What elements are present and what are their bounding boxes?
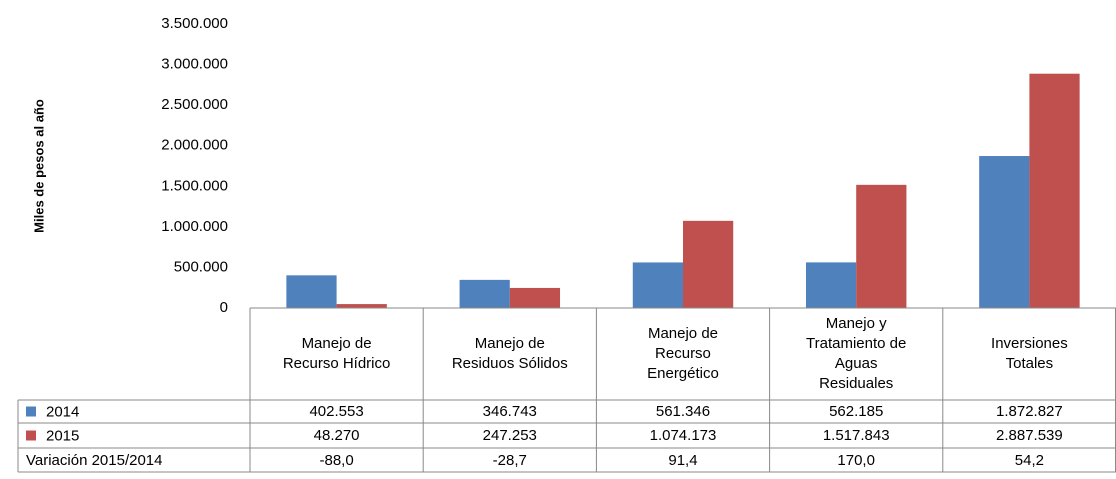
category-label-text: Manejo y Tratamiento de Aguas Residuales [806,315,907,392]
category-label-text: Manejo de Recurso Energético [647,325,719,382]
y-tick-label: 0 [220,299,228,316]
y-tick-label: 3.000.000 [161,56,228,73]
table-value-text: 1.074.173 [649,427,717,444]
table-value: -28,7 [423,448,596,472]
category-label-text: Manejo de Residuos Sólidos [451,335,568,372]
y-tick-label: 1.500.000 [161,177,228,194]
table-value-text: 1.517.843 [822,427,890,444]
table-value: 402.553 [250,400,423,423]
bar [856,184,907,308]
category-label: Inversiones Totales [943,308,1116,400]
table-value-text: 402.553 [309,403,364,420]
row-label: Variación 2015/2014 [26,452,163,469]
table-value: 1.074.173 [596,423,769,448]
bar [979,156,1030,308]
y-tick-label: 3.500.000 [161,15,228,32]
table-value-text: 48.270 [313,427,360,444]
table-value: 562.185 [770,400,943,423]
bar [805,262,857,308]
table-value: 1.517.843 [770,423,943,448]
bar [683,220,734,308]
table-value-text: 562.185 [829,403,884,420]
table-value: -88,0 [250,448,423,472]
category-label-text: Inversiones Totales [991,335,1068,372]
table-value: 54,2 [943,448,1116,472]
y-tick-label: 2.000.000 [161,137,228,154]
table-value-text: 247.253 [482,427,537,444]
bar [286,275,337,308]
category-label: Manejo de Residuos Sólidos [423,308,596,400]
category-label: Manejo de Recurso Hídrico [250,308,423,400]
legend-swatch [26,430,36,441]
y-tick-label: 2.500.000 [161,96,228,113]
table-value-text: 1.872.827 [996,403,1063,420]
table-value: 170,0 [770,448,943,472]
table-value: 1.872.827 [943,400,1116,423]
category-label: Manejo y Tratamiento de Aguas Residuales [770,308,943,400]
table-value-text: -88,0 [319,451,354,469]
bar [459,279,510,308]
category-label-text: Manejo de Recurso Hídrico [282,335,391,372]
table-value: 2.887.539 [943,423,1116,448]
y-tick-label: 500.000 [174,258,228,275]
table-value: 561.346 [596,400,769,423]
category-label: Manejo de Recurso Energético [596,308,769,400]
table-value-text: 170,0 [837,451,875,469]
table-value-text: 346.743 [482,403,537,420]
table-value: 48.270 [250,423,423,448]
bar [336,304,387,308]
table-value-text: 561.346 [655,403,711,420]
table-value: 247.253 [423,423,596,448]
table-value: 91,4 [596,448,769,472]
bar [632,262,683,308]
table-value-text: 54,2 [1014,451,1044,469]
table-value-text: 91,4 [668,451,698,469]
legend-label: 2014 [46,403,79,420]
table-value-text: -28,7 [492,451,527,469]
legend-label: 2015 [46,427,79,444]
table-value-text: 2.887.539 [996,427,1063,444]
bar [1029,73,1080,308]
bar [509,287,561,308]
y-axis-label: Miles de pesos al año [31,99,46,233]
table-value: 346.743 [423,400,596,423]
y-tick-label: 1.000.000 [161,218,228,235]
legend-swatch [26,406,36,417]
